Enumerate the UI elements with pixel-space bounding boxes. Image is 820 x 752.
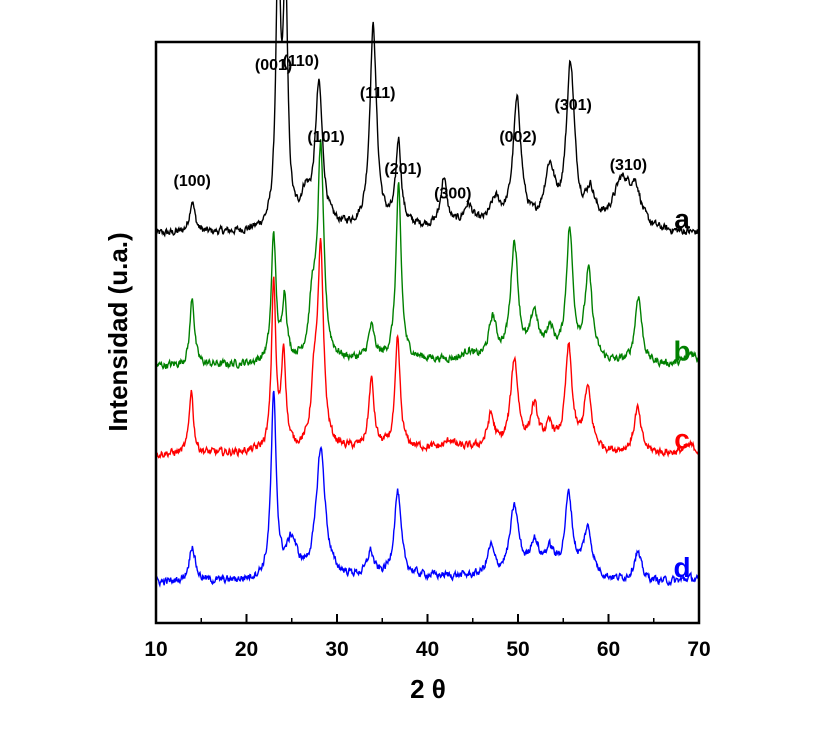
series-labels: a b c d: [673, 203, 690, 583]
series-b-label: b: [673, 336, 690, 367]
x-tick-label: 60: [597, 638, 620, 661]
series-d-label: d: [673, 552, 690, 583]
peak-label: (100): [174, 173, 211, 190]
x-tick-label: 10: [144, 638, 167, 661]
peak-label: (201): [384, 161, 421, 178]
series-b-line: [155, 139, 700, 371]
peak-label: (110): [283, 53, 319, 70]
series-c-label: c: [674, 424, 690, 455]
plot-frame: [154, 40, 701, 625]
curves-layer: [155, 0, 700, 588]
x-tick-label: 50: [506, 638, 529, 661]
peak-label: (310): [610, 157, 647, 174]
peak-label: (300): [434, 185, 471, 202]
peak-label: (111): [360, 85, 396, 102]
peak-label: (301): [555, 97, 592, 114]
x-axis: 10 20 30 40 50 60 70: [144, 614, 711, 661]
y-axis-label: Intensidad (u.a.): [103, 232, 133, 431]
series-a-line: [155, 0, 700, 238]
peak-label: (001): [255, 57, 292, 74]
peak-label: (002): [499, 129, 536, 146]
x-tick-label: 30: [325, 638, 348, 661]
x-tick-label: 20: [235, 638, 258, 661]
series-d-line: [155, 390, 700, 588]
series-a-label: a: [674, 203, 690, 234]
x-axis-label: 2 θ: [410, 674, 446, 704]
x-tick-label: 40: [416, 638, 439, 661]
peak-label: (101): [307, 129, 344, 146]
peak-annotations: (100) (001)(110) (101) (111) (201) (300) (002)…: [174, 53, 648, 202]
series-c-line: [155, 237, 700, 460]
x-tick-label: 70: [687, 638, 710, 661]
